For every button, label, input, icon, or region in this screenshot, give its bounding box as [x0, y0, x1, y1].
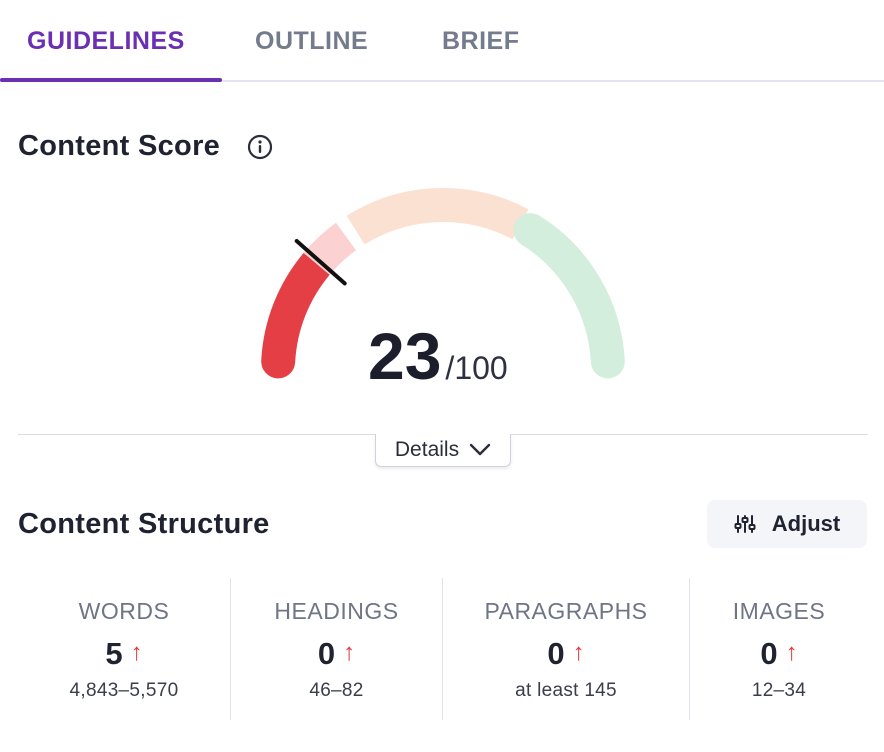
- score-gauge: [261, 188, 625, 379]
- stat-words: WORDS 5 ↑ 4,843–5,570: [18, 578, 230, 720]
- details-button[interactable]: Details: [375, 434, 511, 467]
- stat-value-row: 0 ↑: [231, 636, 442, 672]
- chevron-down-icon: [469, 443, 491, 456]
- stat-headings: HEADINGS 0 ↑ 46–82: [231, 578, 442, 720]
- stat-label: PARAGRAPHS: [484, 598, 648, 624]
- content-structure-title: Content Structure: [18, 508, 270, 540]
- arrow-up-icon: ↑: [130, 639, 143, 666]
- stat-separator: [442, 578, 443, 720]
- score-display: 23/100: [368, 318, 508, 394]
- gauge-segment-low-light: [303, 222, 357, 276]
- stat-paragraphs: PARAGRAPHS 0 ↑ at least 145: [443, 578, 689, 720]
- stat-value-row: 0 ↑: [690, 636, 868, 672]
- stat-value: 0: [760, 636, 778, 671]
- stat-range: 46–82: [309, 680, 364, 701]
- arrow-up-icon: ↑: [785, 639, 798, 666]
- stat-separator: [230, 578, 231, 720]
- sliders-icon: [734, 515, 756, 533]
- stat-value: 0: [547, 636, 565, 671]
- stat-label: HEADINGS: [274, 598, 399, 624]
- stat-range: at least 145: [515, 680, 617, 701]
- content-score-title: Content Score: [18, 130, 221, 162]
- stat-value: 0: [317, 636, 336, 671]
- stat-value-row: 0 ↑: [443, 636, 689, 672]
- stat-value-row: 5 ↑: [18, 636, 230, 672]
- stat-label: IMAGES: [732, 598, 826, 624]
- tab-brief[interactable]: BRIEF: [442, 27, 520, 55]
- score-value: 23: [368, 319, 442, 393]
- tab-bar: GUIDELINES OUTLINE BRIEF: [0, 0, 884, 82]
- tab-guidelines[interactable]: GUIDELINES: [27, 27, 185, 55]
- gauge-segment-high: [513, 213, 625, 379]
- arrow-up-icon: ↑: [343, 639, 356, 666]
- gauge-segment-mid: [346, 188, 529, 245]
- score-max: /100: [445, 350, 508, 386]
- gauge-segment-low: [261, 246, 334, 379]
- stat-range: 4,843–5,570: [69, 680, 179, 701]
- adjust-button[interactable]: Adjust: [707, 500, 867, 548]
- stat-value: 5: [105, 636, 123, 671]
- stat-images: IMAGES 0 ↑ 12–34: [690, 578, 868, 720]
- content-structure-stats: WORDS 5 ↑ 4,843–5,570 HEADINGS 0 ↑ 46–82 P…: [18, 578, 884, 720]
- stat-label: WORDS: [78, 598, 170, 624]
- adjust-label: Adjust: [771, 511, 841, 536]
- stat-range: 12–34: [751, 680, 807, 701]
- stat-separator: [689, 578, 690, 720]
- active-tab-indicator: [0, 78, 222, 82]
- details-label: Details: [394, 438, 460, 461]
- info-icon[interactable]: [247, 134, 273, 160]
- tab-outline[interactable]: OUTLINE: [255, 27, 369, 55]
- arrow-up-icon: ↑: [572, 639, 585, 666]
- gauge-needle: [294, 239, 347, 286]
